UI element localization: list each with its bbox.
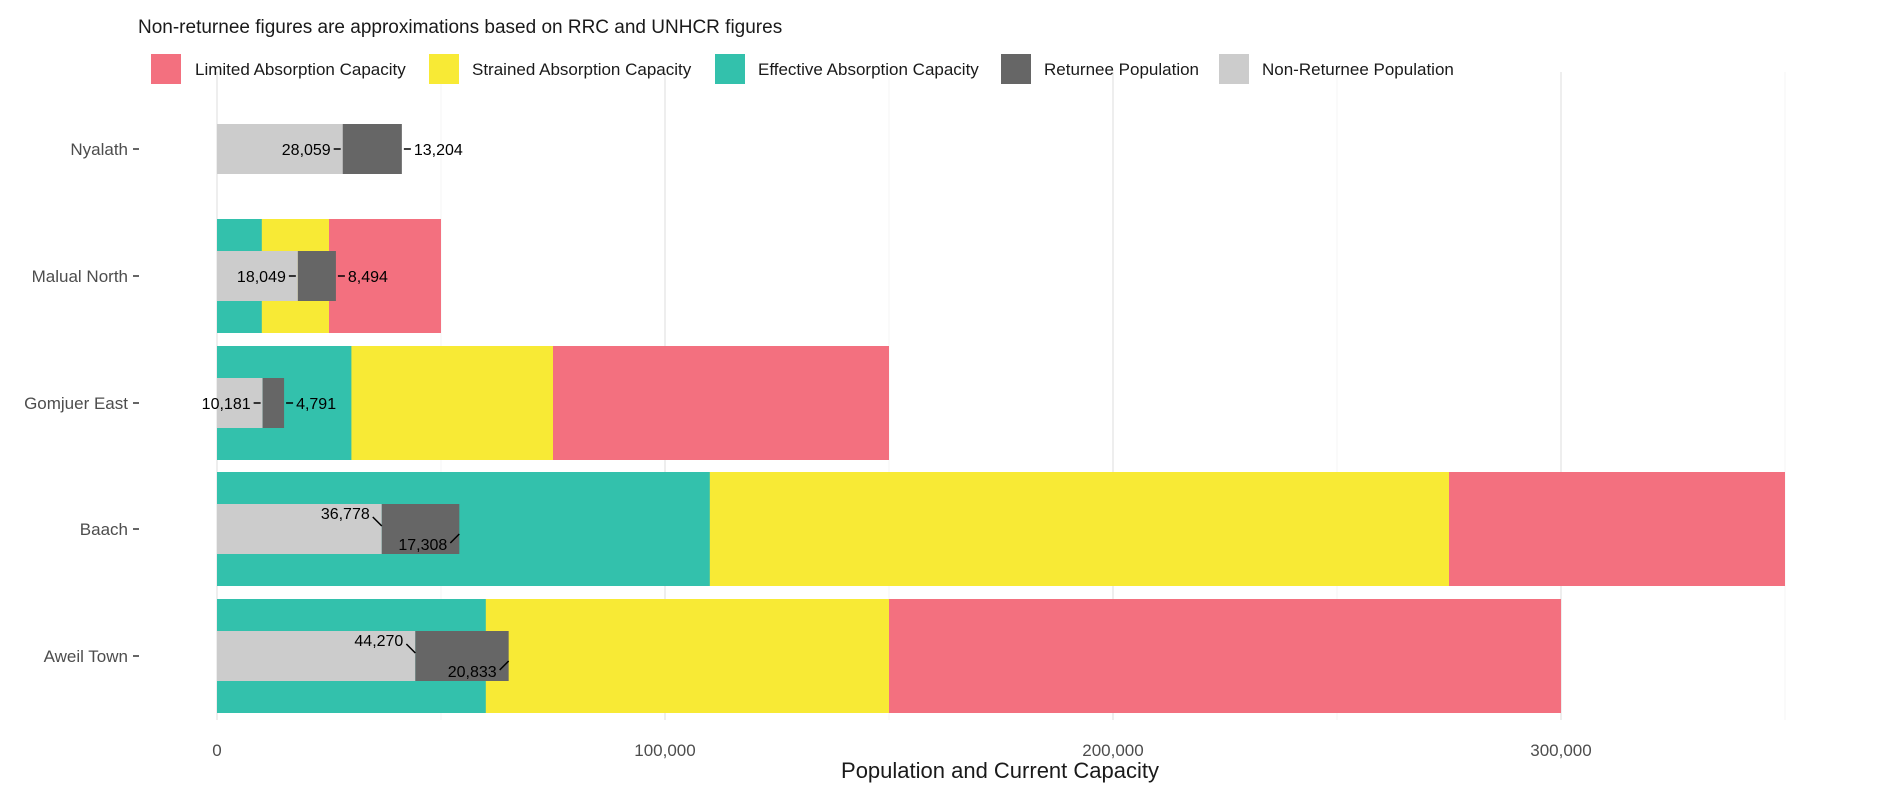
legend-layer: Limited Absorption Capacity Strained Abso… xyxy=(151,54,1454,84)
legend-key-strained xyxy=(429,54,459,84)
y-tick-label-aweil-town: Aweil Town xyxy=(44,647,128,666)
legend-label-returnee: Returnee Population xyxy=(1044,60,1199,79)
data-label-non-returnee-nyalath: 28,059 xyxy=(282,142,331,159)
bar-non-returnee-nyalath xyxy=(217,124,343,174)
data-label-returnee-nyalath: 13,204 xyxy=(414,142,463,159)
bar-returnee-gomjuer-east xyxy=(262,378,285,428)
data-label-non-returnee-gomjuer-east: 10,181 xyxy=(202,396,251,413)
y-tick-label-baach: Baach xyxy=(80,520,128,539)
bar-returnee-malual-north xyxy=(297,251,336,301)
y-tick-label-nyalath: Nyalath xyxy=(70,140,128,159)
data-label-returnee-gomjuer-east: 4,791 xyxy=(296,396,336,413)
axis-layer: Nyalath Malual North Gomjuer East Baach Awei… xyxy=(24,140,1592,760)
data-label-returnee-baach: 17,308 xyxy=(398,537,447,554)
x-tick-label-2: 200,000 xyxy=(1082,741,1143,760)
population-layer xyxy=(217,124,509,681)
x-tick-label-3: 300,000 xyxy=(1530,741,1591,760)
x-axis-title: Population and Current Capacity xyxy=(841,758,1159,783)
x-tick-label-1: 100,000 xyxy=(634,741,695,760)
legend-label-strained: Strained Absorption Capacity xyxy=(472,60,692,79)
bar-non-returnee-baach xyxy=(217,504,382,554)
legend-label-limited: Limited Absorption Capacity xyxy=(195,60,406,79)
legend-key-non-returnee xyxy=(1219,54,1249,84)
label-leader-non-returnee-aweil-town xyxy=(405,643,416,654)
y-tick-label-gomjuer-east: Gomjuer East xyxy=(24,394,128,413)
legend-key-effective xyxy=(715,54,745,84)
legend-label-non-returnee: Non-Returnee Population xyxy=(1262,60,1454,79)
data-label-returnee-aweil-town: 20,833 xyxy=(448,664,497,681)
bar-returnee-nyalath xyxy=(342,124,402,174)
legend-label-effective: Effective Absorption Capacity xyxy=(758,60,979,79)
label-leader-returnee-baach xyxy=(449,533,460,544)
bar-returnee-baach xyxy=(381,504,460,554)
y-tick-label-malual-north: Malual North xyxy=(32,267,128,286)
legend-key-returnee xyxy=(1001,54,1031,84)
bar-non-returnee-aweil-town xyxy=(217,631,416,681)
legend-key-limited xyxy=(151,54,181,84)
data-label-non-returnee-baach: 36,778 xyxy=(321,506,370,523)
bar-non-returnee-malual-north xyxy=(217,251,298,301)
chart-subtitle: Non-returnee figures are approximations … xyxy=(138,17,782,38)
label-leader-non-returnee-baach xyxy=(372,516,383,527)
data-label-non-returnee-malual-north: 18,049 xyxy=(237,269,286,286)
label-layer: 28,059 13,204 18,049 8,494 10,181 4,791 36,778… xyxy=(202,142,510,681)
data-label-returnee-malual-north: 8,494 xyxy=(348,269,388,286)
label-leader-returnee-aweil-town xyxy=(499,660,510,671)
bar-returnee-aweil-town xyxy=(415,631,509,681)
data-label-non-returnee-aweil-town: 44,270 xyxy=(354,633,403,650)
x-tick-label-0: 0 xyxy=(212,741,221,760)
